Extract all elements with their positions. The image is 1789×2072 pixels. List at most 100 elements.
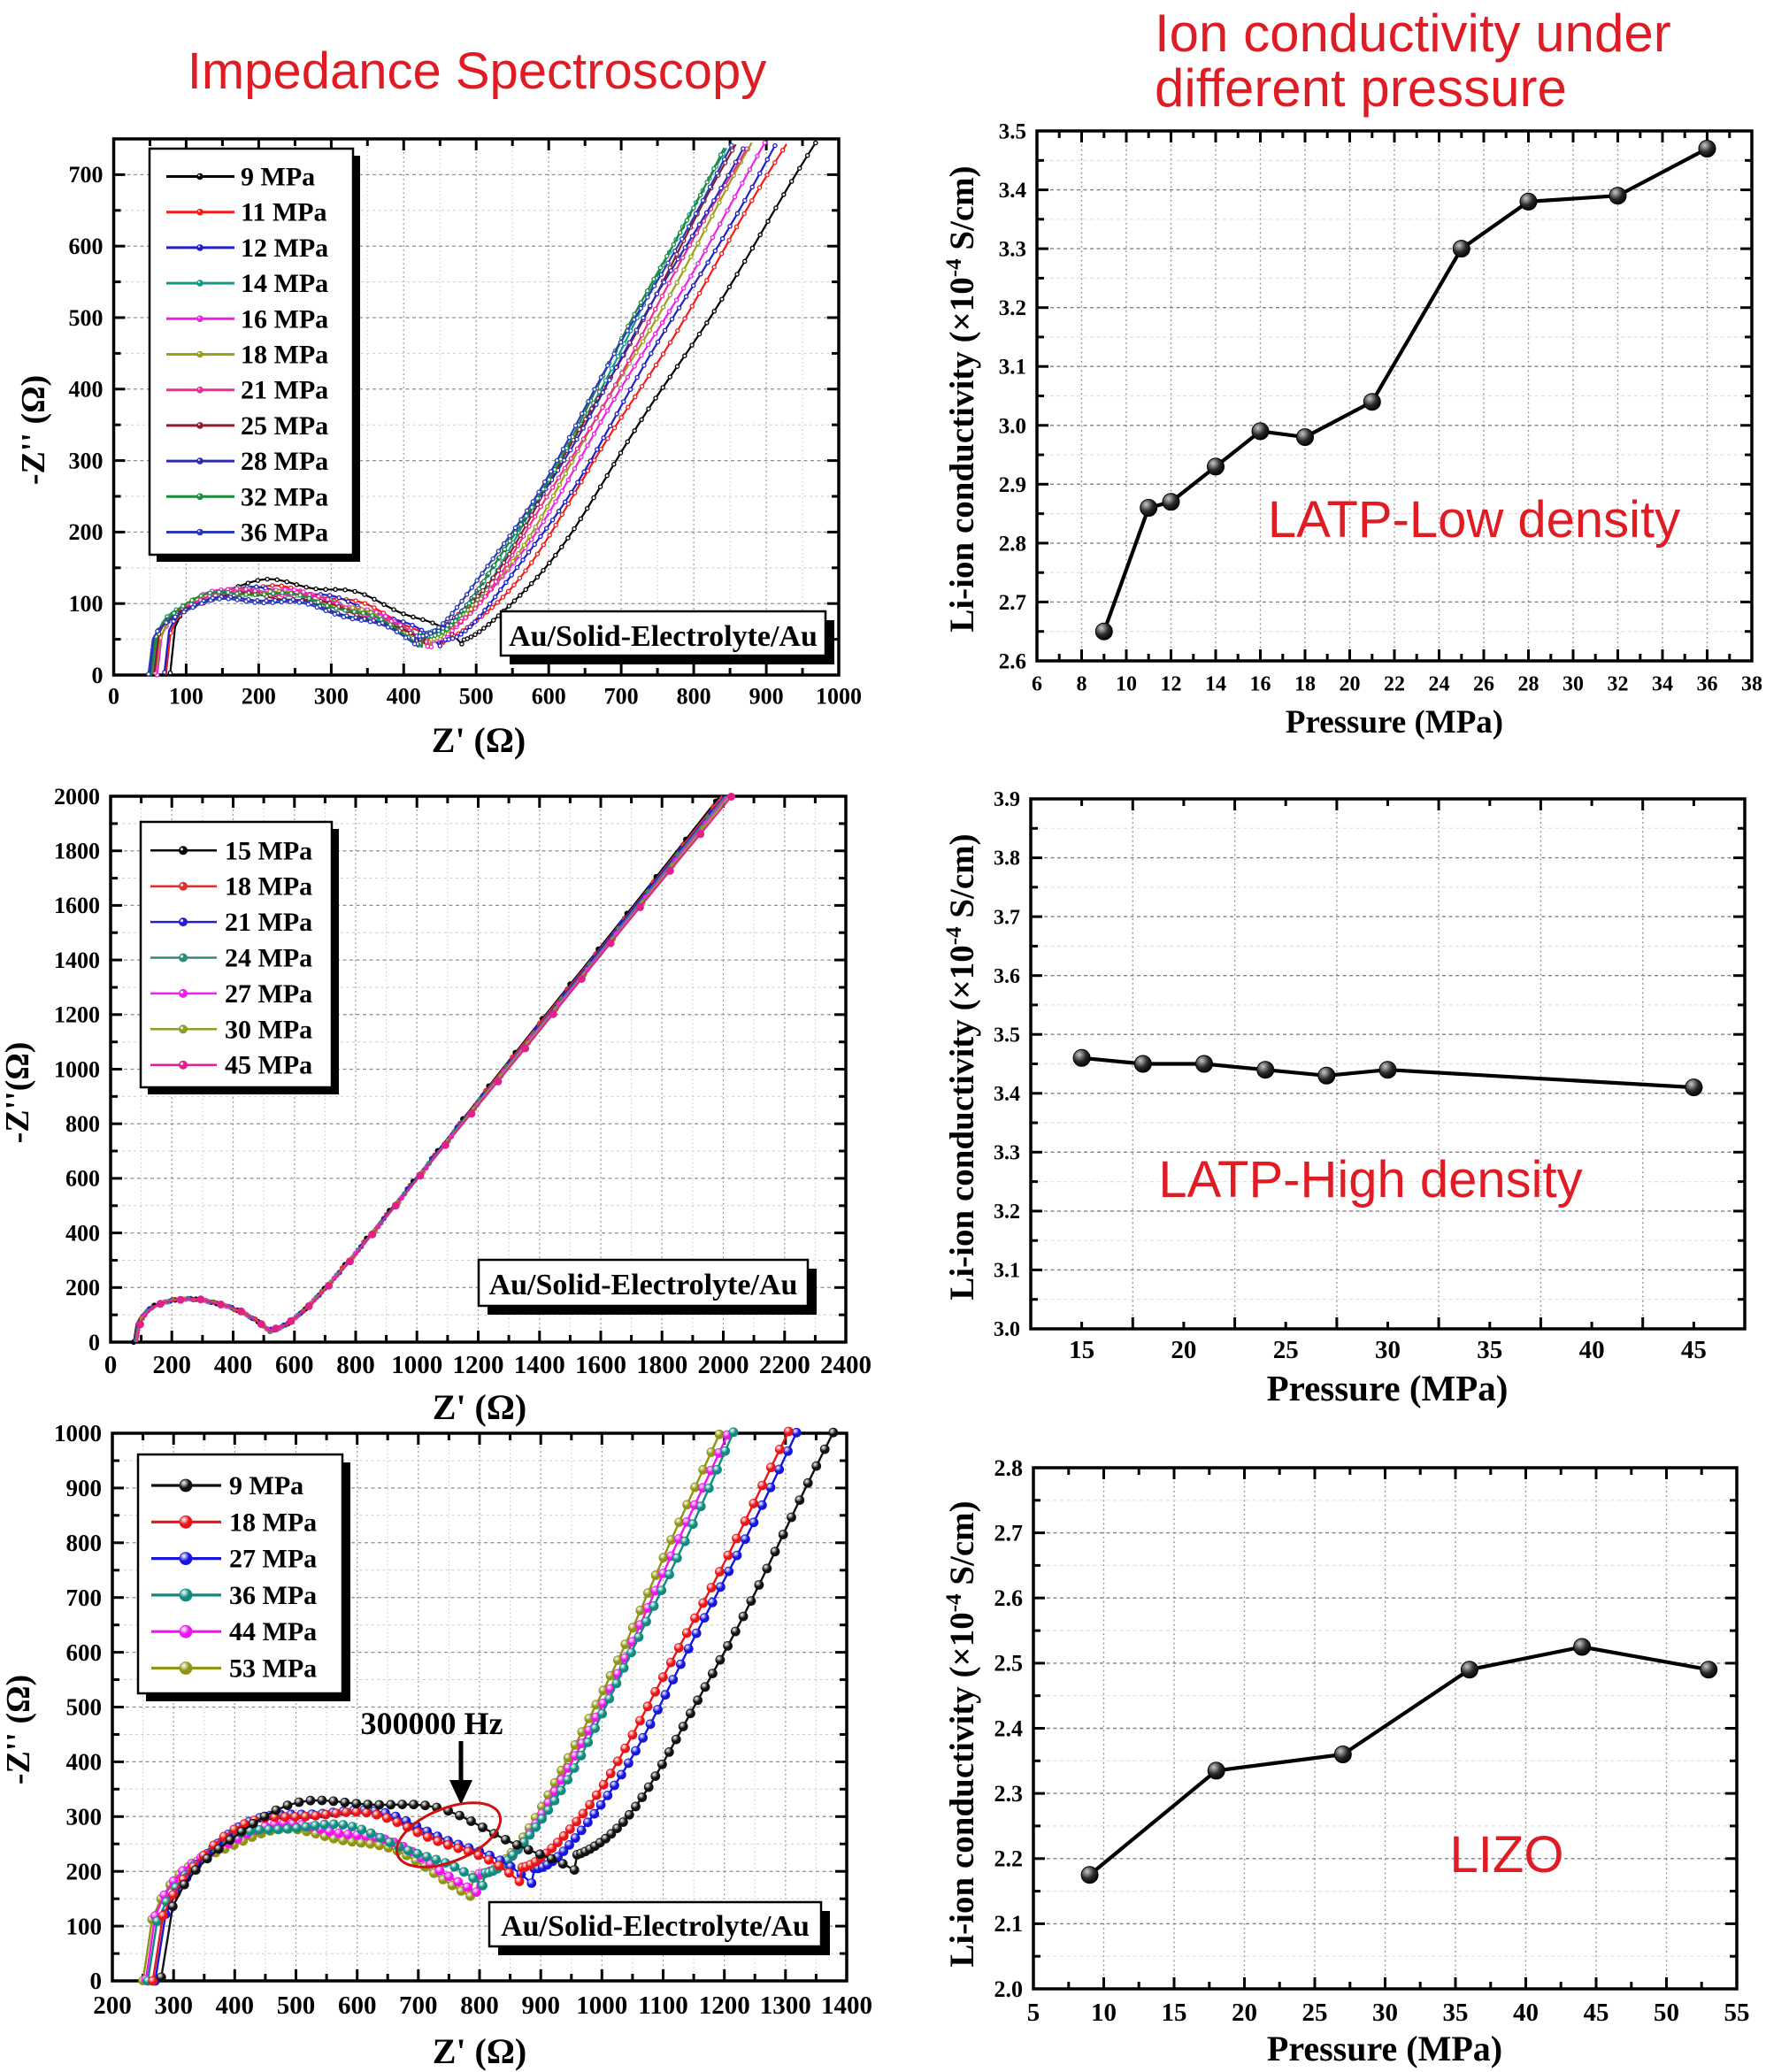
svg-text:300: 300 — [314, 684, 349, 710]
svg-text:21 MPa: 21 MPa — [241, 376, 328, 405]
svg-text:9 MPa: 9 MPa — [241, 163, 315, 192]
svg-text:20: 20 — [1232, 1999, 1257, 2027]
svg-text:20: 20 — [1171, 1336, 1196, 1364]
svg-text:2.7: 2.7 — [994, 1521, 1024, 1546]
svg-text:200: 200 — [152, 1351, 191, 1379]
svg-text:45 MPa: 45 MPa — [225, 1051, 312, 1080]
svg-text:Li-ion conductivity (×10-4 S/c: Li-ion conductivity (×10-4 S/cm) — [942, 1500, 981, 1967]
svg-text:1200: 1200 — [54, 1002, 100, 1028]
svg-text:3.4: 3.4 — [994, 1083, 1020, 1106]
svg-text:600: 600 — [275, 1351, 314, 1379]
svg-text:0: 0 — [92, 663, 104, 688]
svg-text:1000: 1000 — [54, 1420, 102, 1447]
svg-text:2.2: 2.2 — [994, 1846, 1024, 1872]
svg-text:700: 700 — [399, 1991, 438, 2020]
svg-text:18 MPa: 18 MPa — [241, 341, 328, 370]
svg-text:Z' (Ω): Z' (Ω) — [433, 2031, 526, 2071]
svg-text:53 MPa: 53 MPa — [229, 1654, 317, 1684]
svg-text:30: 30 — [1375, 1336, 1401, 1364]
svg-text:3.5: 3.5 — [999, 120, 1026, 144]
svg-text:Au/Solid-Electrolyte/Au: Au/Solid-Electrolyte/Au — [489, 1269, 798, 1301]
svg-text:10: 10 — [1091, 1999, 1117, 2027]
svg-text:1800: 1800 — [636, 1351, 687, 1379]
svg-text:different pressure: different pressure — [1155, 58, 1567, 118]
svg-text:LIZO: LIZO — [1450, 1826, 1564, 1884]
svg-text:28 MPa: 28 MPa — [241, 447, 328, 476]
svg-text:22: 22 — [1384, 672, 1405, 695]
svg-text:2.3: 2.3 — [994, 1781, 1024, 1807]
svg-text:2.6: 2.6 — [994, 1585, 1024, 1611]
svg-text:1300: 1300 — [760, 1991, 811, 2020]
svg-text:400: 400 — [214, 1351, 253, 1379]
svg-text:200: 200 — [69, 519, 104, 545]
svg-text:36 MPa: 36 MPa — [229, 1581, 317, 1610]
svg-text:3.4: 3.4 — [999, 179, 1027, 203]
svg-text:200: 200 — [93, 1991, 132, 2020]
svg-text:36: 36 — [1697, 672, 1718, 695]
svg-text:2.0: 2.0 — [994, 1976, 1024, 2002]
svg-text:300: 300 — [154, 1991, 193, 2020]
svg-text:LATP-High density: LATP-High density — [1158, 1151, 1582, 1209]
svg-text:1600: 1600 — [54, 893, 100, 918]
svg-text:700: 700 — [604, 684, 639, 710]
svg-text:700: 700 — [69, 162, 104, 188]
svg-text:2400: 2400 — [820, 1351, 871, 1379]
svg-text:3.1: 3.1 — [994, 1260, 1020, 1283]
svg-text:35: 35 — [1443, 1999, 1469, 2027]
svg-text:35: 35 — [1477, 1336, 1502, 1364]
svg-text:2.1: 2.1 — [994, 1911, 1024, 1937]
svg-text:Ion conductivity under: Ion conductivity under — [1155, 4, 1671, 63]
svg-text:200: 200 — [242, 684, 276, 710]
svg-text:Pressure (MPa): Pressure (MPa) — [1286, 704, 1503, 741]
svg-text:14: 14 — [1205, 672, 1226, 695]
svg-text:3.3: 3.3 — [994, 1142, 1020, 1165]
svg-text:2.5: 2.5 — [994, 1651, 1024, 1677]
svg-text:40: 40 — [1513, 1999, 1539, 2027]
svg-text:100: 100 — [66, 1913, 103, 1939]
svg-text:1200: 1200 — [699, 1991, 750, 2020]
svg-text:36 MPa: 36 MPa — [241, 518, 328, 548]
svg-text:15: 15 — [1069, 1336, 1094, 1364]
svg-text:1400: 1400 — [514, 1351, 565, 1379]
svg-text:3.8: 3.8 — [994, 848, 1020, 871]
svg-text:Au/Solid-Electrolyte/Au: Au/Solid-Electrolyte/Au — [501, 1910, 810, 1943]
svg-text:-Z'' (Ω): -Z'' (Ω) — [15, 375, 52, 485]
svg-text:3.0: 3.0 — [999, 414, 1026, 438]
svg-text:3.2: 3.2 — [999, 296, 1026, 320]
svg-text:500: 500 — [66, 1694, 103, 1721]
svg-text:0: 0 — [108, 684, 119, 710]
svg-text:24: 24 — [1429, 672, 1450, 695]
svg-text:3.7: 3.7 — [994, 906, 1020, 929]
svg-text:27 MPa: 27 MPa — [225, 979, 312, 1009]
svg-text:30 MPa: 30 MPa — [225, 1015, 312, 1044]
svg-text:2.9: 2.9 — [999, 473, 1026, 497]
svg-text:400: 400 — [69, 377, 104, 403]
svg-text:800: 800 — [336, 1351, 375, 1379]
svg-text:400: 400 — [66, 1749, 103, 1776]
svg-text:9 MPa: 9 MPa — [229, 1471, 303, 1500]
svg-text:3.0: 3.0 — [994, 1318, 1020, 1341]
svg-text:2.8: 2.8 — [994, 1455, 1024, 1481]
svg-text:40: 40 — [1579, 1336, 1605, 1364]
svg-text:Z' (Ω): Z' (Ω) — [432, 720, 526, 760]
svg-text:25 MPa: 25 MPa — [241, 411, 328, 441]
svg-text:16 MPa: 16 MPa — [241, 304, 328, 334]
svg-text:-Z''(Ω): -Z''(Ω) — [0, 1042, 36, 1144]
svg-text:Pressure (MPa): Pressure (MPa) — [1267, 2029, 1502, 2068]
svg-text:32 MPa: 32 MPa — [241, 482, 328, 511]
svg-text:200: 200 — [66, 1858, 103, 1884]
svg-text:1000: 1000 — [816, 684, 862, 710]
svg-text:900: 900 — [66, 1475, 103, 1501]
svg-text:38: 38 — [1741, 672, 1762, 695]
svg-text:30: 30 — [1372, 1999, 1398, 2027]
svg-text:0: 0 — [90, 1968, 103, 1994]
svg-text:6: 6 — [1032, 672, 1042, 695]
svg-text:15: 15 — [1162, 1999, 1187, 2027]
svg-text:1000: 1000 — [391, 1351, 442, 1379]
svg-text:2000: 2000 — [54, 784, 100, 810]
svg-text:3.5: 3.5 — [994, 1024, 1020, 1047]
svg-text:800: 800 — [66, 1530, 103, 1556]
svg-text:1600: 1600 — [575, 1351, 626, 1379]
svg-text:-Z'' (Ω): -Z'' (Ω) — [0, 1675, 37, 1784]
svg-text:600: 600 — [66, 1639, 103, 1666]
